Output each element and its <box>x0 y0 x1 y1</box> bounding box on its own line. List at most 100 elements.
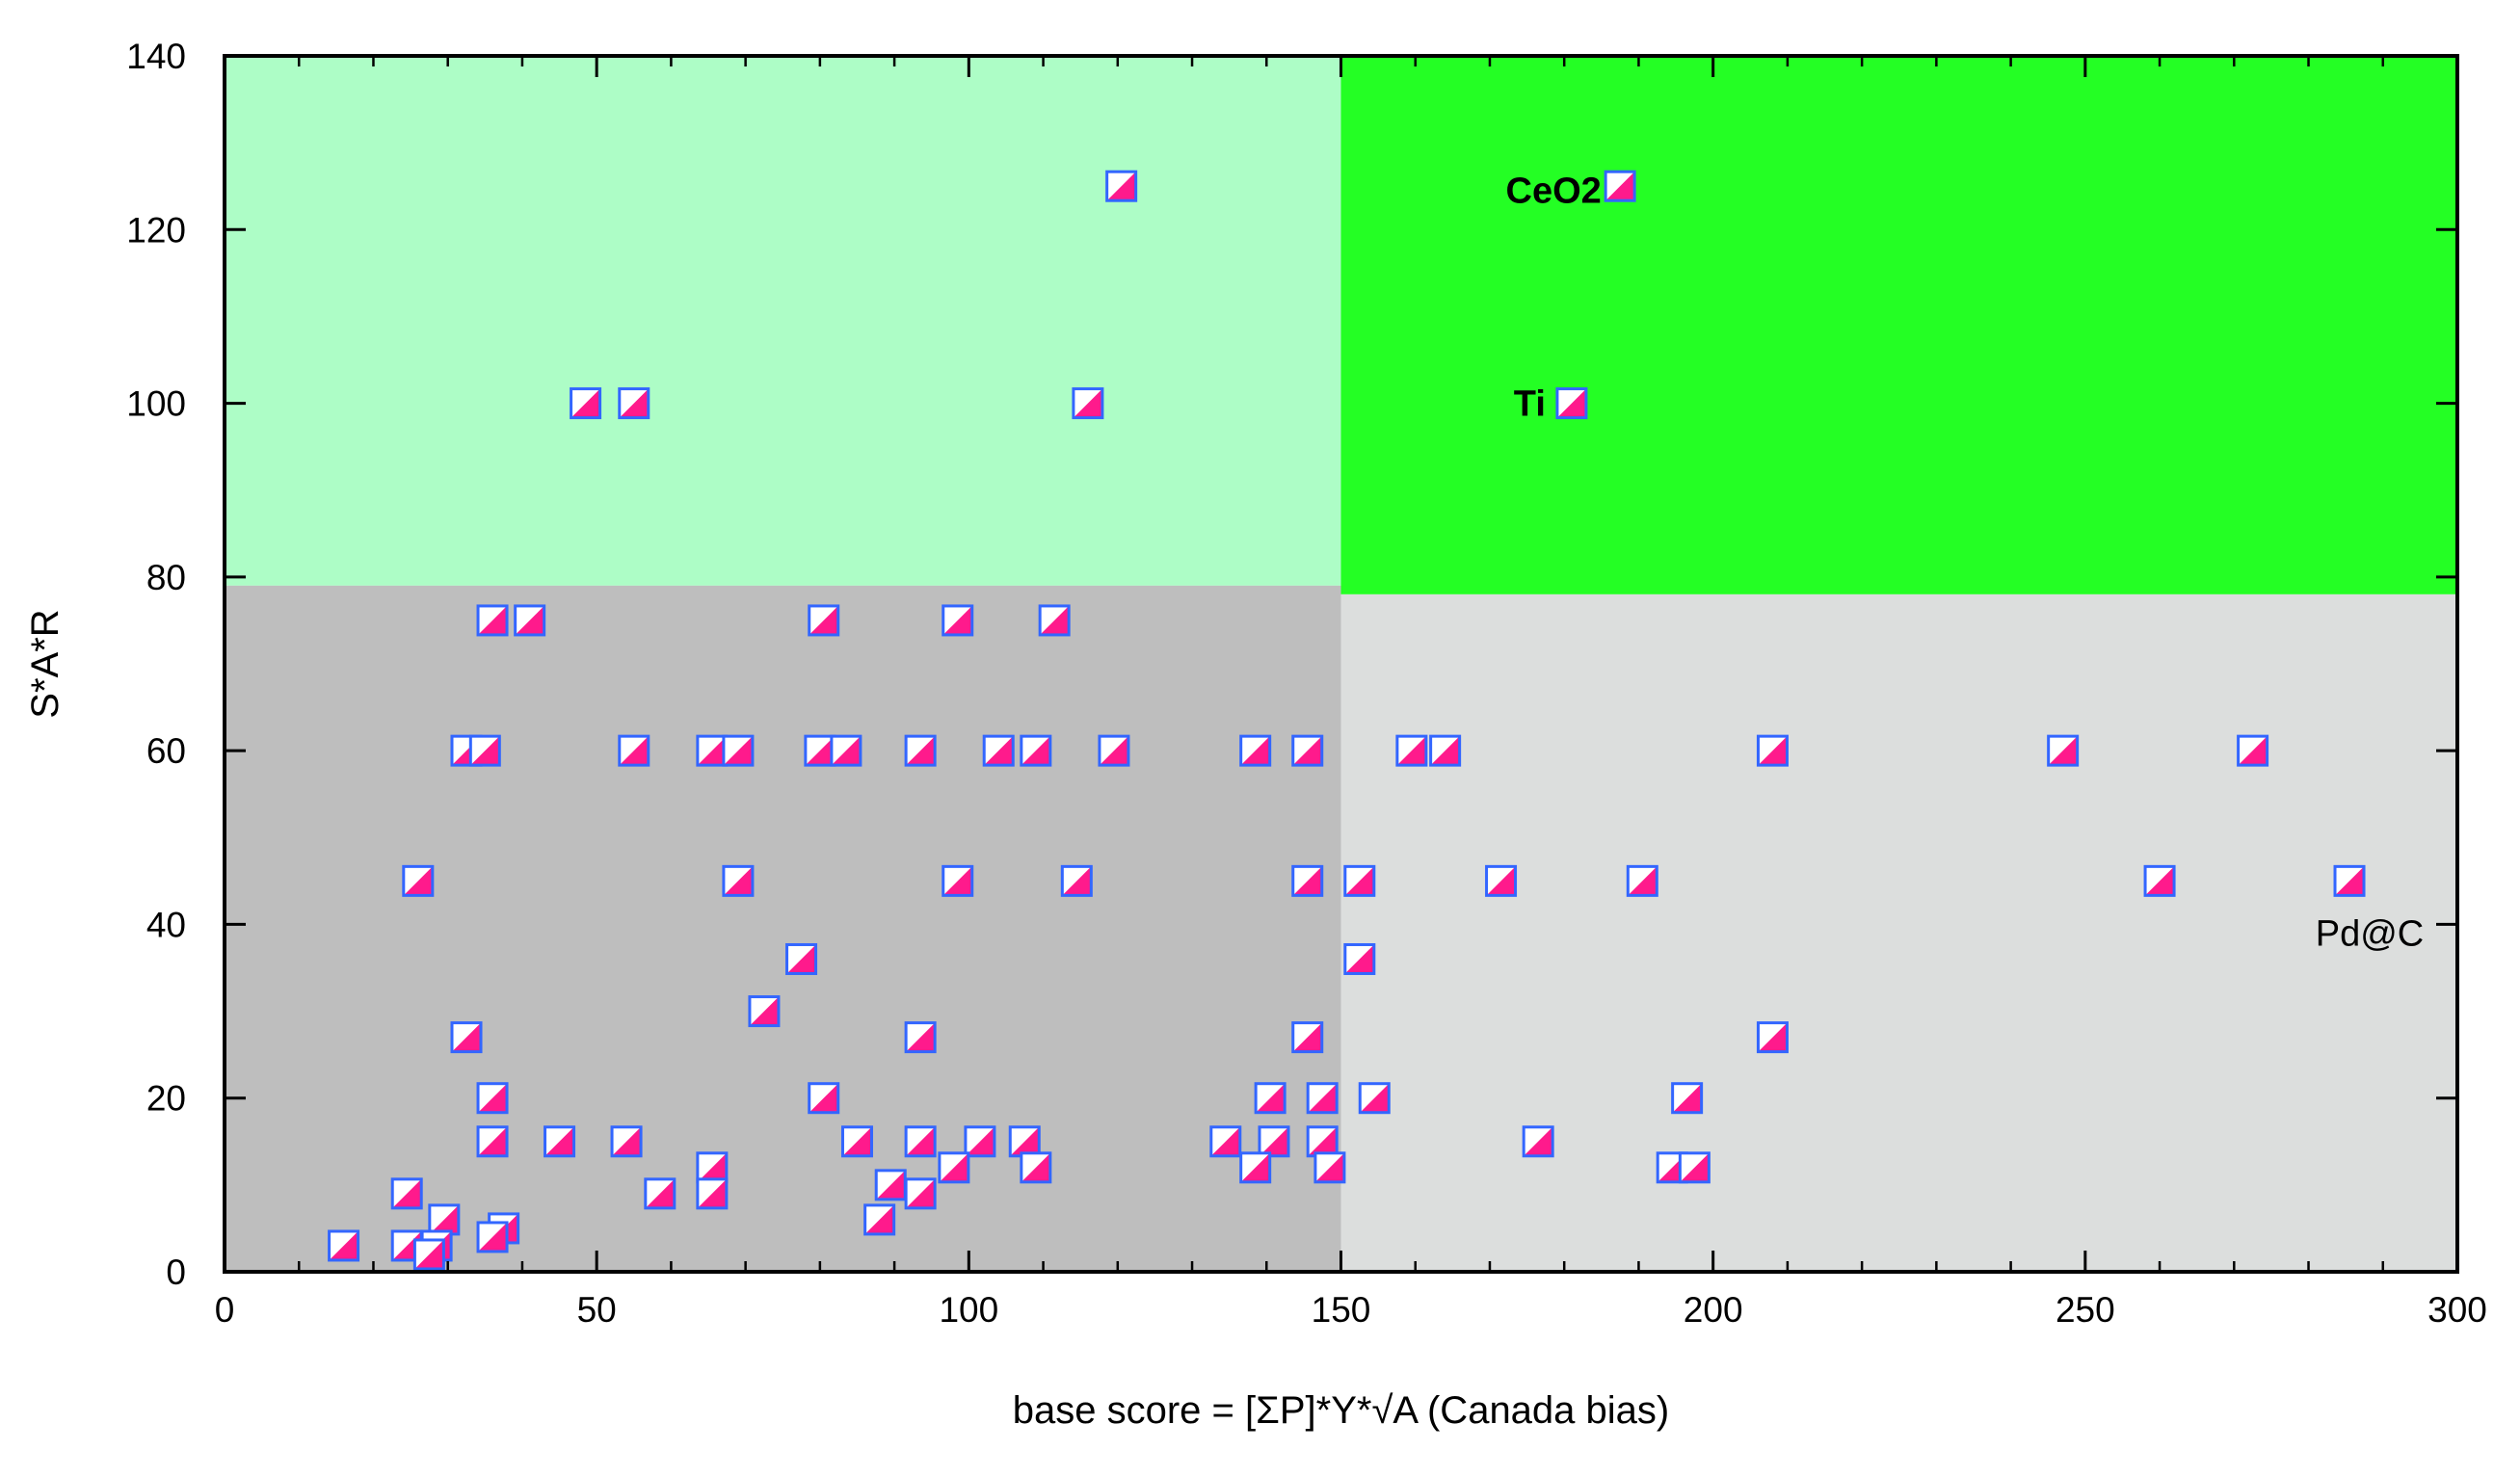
annotation-label: Ti <box>1514 384 1546 425</box>
data-point <box>2143 864 2176 897</box>
y-tick-label: 120 <box>126 210 186 250</box>
data-point <box>2237 734 2269 767</box>
data-point <box>904 1177 937 1210</box>
data-point <box>544 1125 576 1158</box>
annotations-layer: CeO2 Ti Pd@C <box>1506 171 2425 955</box>
data-point <box>722 864 755 897</box>
y-tick-label: 0 <box>166 1253 186 1292</box>
x-tick-label: 200 <box>1684 1290 1743 1330</box>
data-point <box>1072 387 1104 420</box>
data-point <box>1626 864 1658 897</box>
data-point <box>696 734 729 767</box>
data-point <box>804 734 836 767</box>
data-point <box>1555 387 1588 420</box>
data-point <box>982 734 1015 767</box>
data-point <box>1105 170 1138 202</box>
y-tick-label: 140 <box>126 37 186 76</box>
data-point <box>1291 734 1324 767</box>
data-point <box>1291 864 1324 897</box>
data-point <box>830 734 862 767</box>
data-point <box>1343 942 1376 975</box>
data-point <box>904 734 937 767</box>
data-point <box>1306 1125 1339 1158</box>
data-point <box>1291 1021 1324 1054</box>
data-point <box>1306 1082 1339 1115</box>
data-point <box>2047 734 2080 767</box>
data-point <box>618 734 650 767</box>
y-tick-label: 100 <box>126 384 186 424</box>
data-point <box>618 387 650 420</box>
y-tick-label: 40 <box>146 905 186 944</box>
y-axis-label: S*A*R <box>24 609 66 718</box>
data-point <box>785 942 818 975</box>
data-point <box>904 1021 937 1054</box>
y-tick-label: 60 <box>146 731 186 771</box>
data-point <box>1522 1125 1554 1158</box>
data-point <box>840 1125 873 1158</box>
ticks-layer <box>223 54 2459 1274</box>
data-point <box>1038 604 1071 637</box>
y-tick-label: 80 <box>146 558 186 597</box>
data-point <box>476 1221 509 1253</box>
points-layer <box>328 170 2366 1271</box>
data-point <box>1020 734 1052 767</box>
data-point <box>904 1125 937 1158</box>
data-point <box>1485 864 1518 897</box>
data-point <box>1358 1082 1391 1115</box>
region-layer <box>225 56 2457 1272</box>
data-point <box>1209 1125 1242 1158</box>
data-point <box>1060 864 1093 897</box>
data-point <box>428 1203 461 1236</box>
x-tick-label: 0 <box>215 1290 235 1330</box>
data-point <box>476 1082 509 1115</box>
y-tick-label: 20 <box>146 1079 186 1119</box>
annotation-label: CeO2 <box>1506 171 1602 212</box>
data-point <box>696 1177 729 1210</box>
data-point <box>1756 734 1789 767</box>
region-1 <box>1340 56 2457 594</box>
data-point <box>1678 1151 1711 1184</box>
data-point <box>1604 170 1636 202</box>
data-point <box>610 1125 643 1158</box>
data-point <box>1239 734 1272 767</box>
x-tick-label: 50 <box>577 1290 617 1330</box>
data-point <box>1756 1021 1789 1054</box>
tick-labels-layer: 0 50 100 150 200 250 300 0 20 40 60 80 100 120 140 <box>126 37 2487 1330</box>
data-point <box>1254 1082 1287 1115</box>
data-point <box>476 604 509 637</box>
data-point <box>942 864 974 897</box>
x-tick-label: 300 <box>2427 1290 2487 1330</box>
data-point <box>1020 1151 1052 1184</box>
data-point <box>964 1125 996 1158</box>
data-point <box>1429 734 1462 767</box>
data-point <box>412 1238 445 1271</box>
data-point <box>2333 864 2366 897</box>
data-point <box>808 1082 840 1115</box>
data-point <box>748 995 781 1028</box>
data-point <box>1239 1151 1272 1184</box>
region-2 <box>225 585 1341 1272</box>
data-point <box>450 1021 483 1054</box>
x-tick-label: 150 <box>1312 1290 1371 1330</box>
data-point <box>468 734 501 767</box>
x-tick-label: 100 <box>939 1290 998 1330</box>
region-3 <box>1340 593 2457 1272</box>
data-point <box>1098 734 1130 767</box>
data-point <box>1258 1125 1290 1158</box>
annotation-label: Pd@C <box>2316 913 2425 954</box>
data-point <box>1395 734 1428 767</box>
data-point <box>390 1177 423 1210</box>
data-point <box>1671 1082 1704 1115</box>
data-point <box>874 1169 907 1201</box>
x-axis-label: base score = [ΣP]*Y*√A (Canada bias) <box>1013 1389 1669 1432</box>
data-point <box>514 604 546 637</box>
data-point <box>938 1151 970 1184</box>
x-tick-label: 250 <box>2056 1290 2115 1330</box>
data-point <box>722 734 755 767</box>
data-point <box>696 1151 729 1184</box>
data-point <box>863 1203 896 1236</box>
data-point <box>808 604 840 637</box>
data-point <box>476 1125 509 1158</box>
data-point <box>644 1177 676 1210</box>
